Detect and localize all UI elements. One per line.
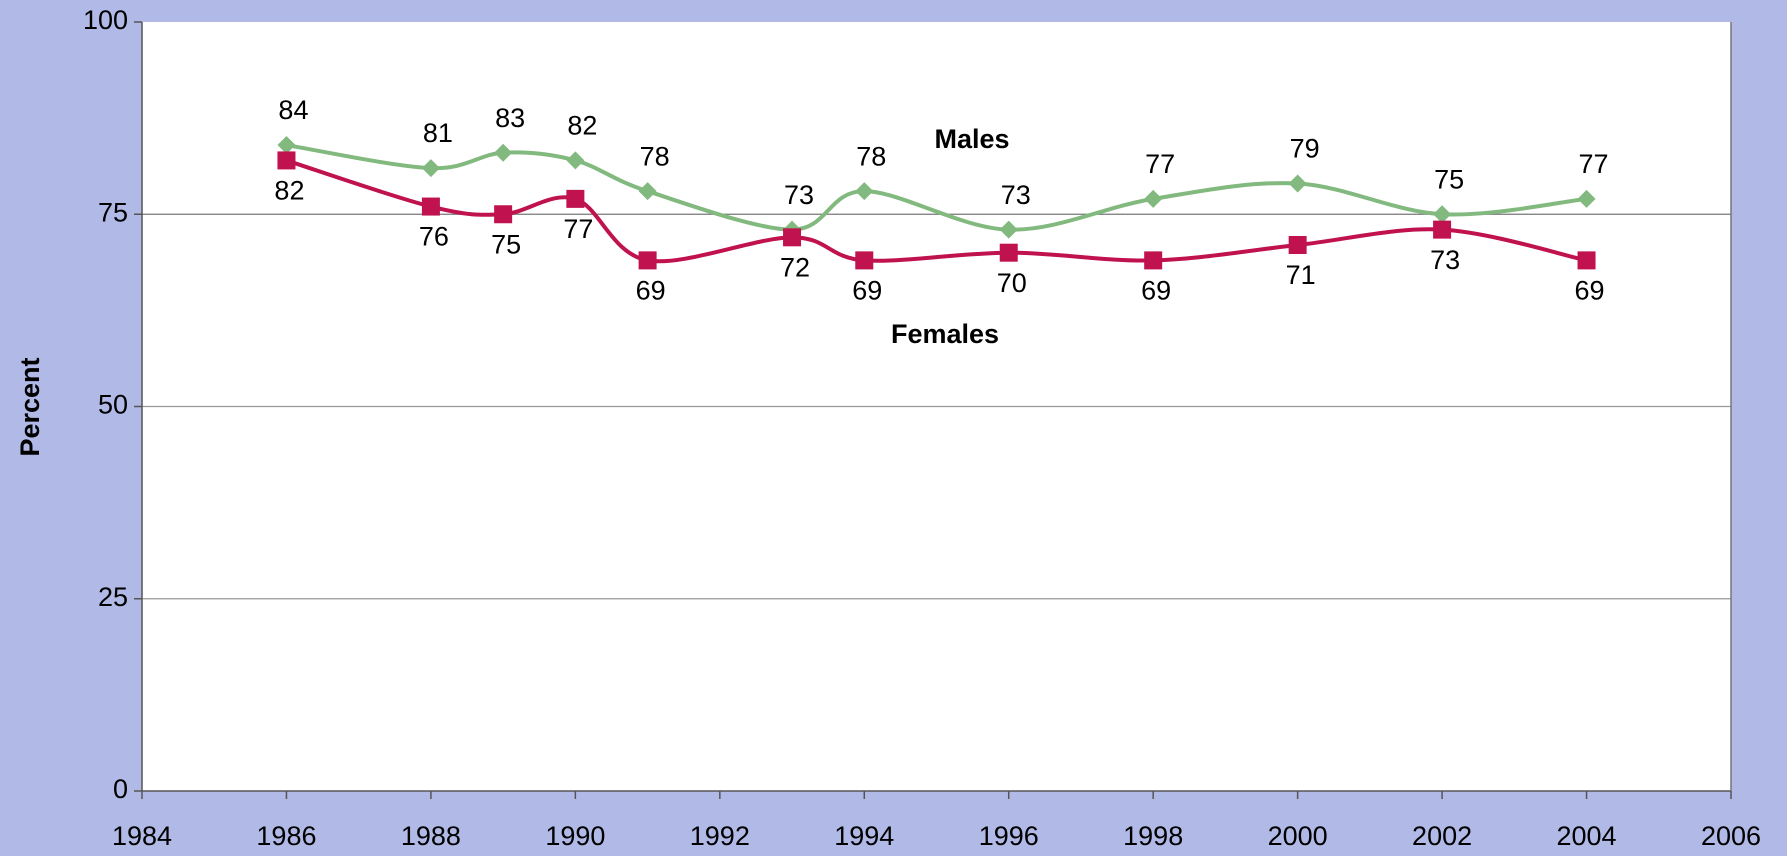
data-label: 69 [852, 276, 882, 306]
data-label: 75 [1434, 164, 1464, 194]
data-label: 73 [784, 180, 814, 210]
marker [999, 243, 1018, 262]
y-tick-label: 25 [98, 582, 128, 612]
data-label: 71 [1286, 260, 1316, 290]
data-label: 69 [636, 276, 666, 306]
marker [277, 151, 296, 170]
x-tick-label: 1996 [979, 821, 1039, 851]
series-label: Males [934, 124, 1009, 154]
y-tick-label: 0 [113, 774, 128, 804]
data-label: 69 [1141, 276, 1171, 306]
data-label: 78 [856, 141, 886, 171]
data-label: 77 [1579, 149, 1609, 179]
x-tick-label: 1984 [112, 821, 172, 851]
marker [277, 136, 296, 155]
x-tick-label: 2004 [1557, 821, 1617, 851]
data-label: 73 [1001, 180, 1031, 210]
x-tick-label: 2002 [1412, 821, 1472, 851]
marker [999, 220, 1018, 239]
marker [638, 251, 657, 270]
x-tick-label: 1998 [1123, 821, 1183, 851]
data-label: 77 [563, 214, 593, 244]
data-label: 84 [278, 95, 308, 125]
marker [1144, 189, 1163, 208]
marker [494, 205, 513, 224]
data-label: 73 [1430, 245, 1460, 275]
x-tick-label: 1992 [690, 821, 750, 851]
marker [855, 251, 874, 270]
marker [566, 151, 585, 170]
x-tick-label: 1988 [401, 821, 461, 851]
data-label: 75 [491, 229, 521, 259]
x-tick-label: 2006 [1701, 821, 1761, 851]
marker [783, 228, 802, 247]
marker [638, 182, 657, 201]
data-label: 69 [1575, 276, 1605, 306]
marker [855, 182, 874, 201]
marker [1577, 251, 1596, 270]
data-label: 82 [567, 111, 597, 141]
y-axis-label: Percent [15, 357, 45, 456]
x-tick-label: 1986 [256, 821, 316, 851]
data-label: 78 [640, 141, 670, 171]
data-label: 81 [423, 118, 453, 148]
marker [1433, 205, 1452, 224]
x-tick-label: 1994 [834, 821, 894, 851]
data-label: 82 [274, 176, 304, 206]
marker [421, 159, 440, 178]
data-label: 70 [997, 268, 1027, 298]
y-tick-label: 50 [98, 390, 128, 420]
x-tick-label: 1990 [545, 821, 605, 851]
marker [494, 143, 513, 162]
data-label: 72 [780, 252, 810, 282]
data-label: 77 [1145, 149, 1175, 179]
marker [1144, 251, 1163, 270]
marker [566, 189, 585, 208]
x-tick-label: 2000 [1268, 821, 1328, 851]
marker [1288, 174, 1307, 193]
marker [1433, 220, 1452, 239]
y-tick-label: 75 [98, 197, 128, 227]
y-tick-label: 100 [83, 5, 128, 35]
data-label: 83 [495, 103, 525, 133]
marker [1577, 189, 1596, 208]
data-label: 79 [1290, 134, 1320, 164]
marker [1288, 236, 1307, 255]
data-label: 76 [419, 222, 449, 252]
marker [421, 197, 440, 216]
series-label: Females [891, 319, 999, 349]
